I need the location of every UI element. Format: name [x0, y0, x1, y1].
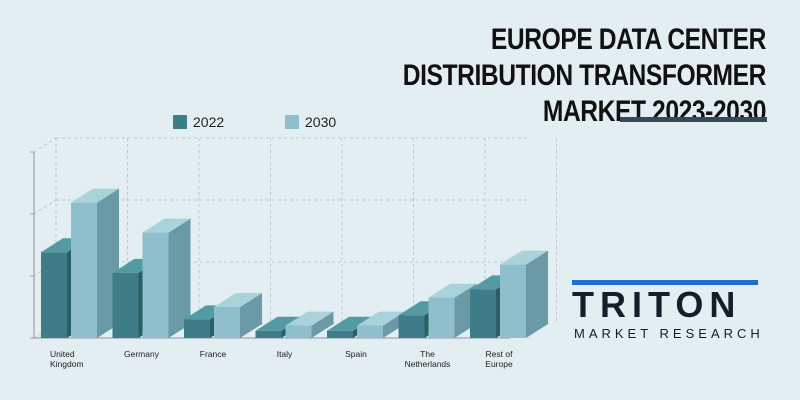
bar-2030-top — [428, 283, 477, 298]
bar-2022 — [255, 330, 282, 338]
bar-2030 — [142, 232, 169, 338]
bar-2030 — [285, 325, 312, 338]
bar-2022 — [327, 330, 353, 338]
x-tick-label: Rest of — [486, 349, 514, 359]
bar-2022 — [398, 315, 425, 338]
logo-tagline: MARKET RESEARCH — [574, 326, 764, 341]
bar-2022-top — [327, 316, 375, 331]
bar-2022-top — [255, 316, 304, 331]
bar-2030 — [500, 264, 526, 338]
bar-2030 — [71, 202, 97, 338]
bar-2030 — [214, 307, 240, 338]
logo-bar — [572, 280, 758, 285]
bar-2030 — [357, 325, 383, 338]
gridline-side — [33, 199, 57, 215]
bar-2030-side — [311, 311, 334, 338]
bar-2030-top — [71, 188, 119, 203]
x-tick-label: Netherlands — [405, 359, 451, 369]
bar-2030-top — [357, 311, 405, 326]
logo-wordmark: TRITON — [572, 284, 742, 325]
title-underline — [620, 117, 767, 122]
bar-2022 — [184, 319, 210, 338]
x-tick-label: Germany — [124, 349, 160, 359]
x-tick-label: United — [50, 349, 75, 359]
bar-2030-top — [142, 218, 191, 233]
chart-title: EUROPE DATA CENTER DISTRIBUTION TRANSFOR… — [402, 23, 767, 128]
bar-2030-top — [285, 311, 334, 326]
legend-item-2022: 2022 — [173, 113, 224, 131]
bar-2030-top — [500, 250, 548, 265]
legend-swatch-2022 — [173, 114, 187, 129]
company-logo: TRITON MARKET RESEARCH — [572, 280, 762, 344]
x-tick-label: Italy — [277, 349, 293, 359]
x-tick-label: Europe — [485, 359, 513, 369]
legend-label-2030: 2030 — [305, 113, 337, 130]
bar-2022 — [470, 289, 496, 338]
x-tick-label: Spain — [345, 349, 367, 359]
x-tick-label: France — [200, 349, 227, 359]
legend-label-2022: 2022 — [193, 113, 225, 130]
bar-2022 — [112, 272, 139, 338]
bar-2030 — [428, 297, 455, 338]
bar-2030-side — [168, 218, 191, 338]
bar-2030-top — [214, 293, 262, 307]
gridline-side — [33, 137, 57, 153]
legend-item-2030: 2030 — [285, 113, 336, 131]
legend-swatch-2030 — [285, 114, 299, 129]
x-tick-label: The — [420, 349, 435, 359]
x-tick-label: Kingdom — [50, 359, 84, 369]
bar-2030-side — [240, 293, 262, 338]
bar-2030-side — [526, 250, 548, 338]
bar-2022 — [41, 252, 67, 338]
